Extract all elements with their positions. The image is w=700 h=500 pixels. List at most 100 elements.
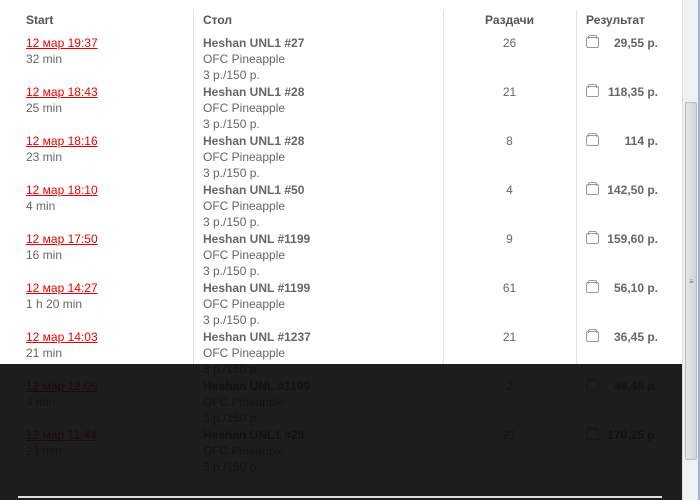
result-amount: 170,25 р. (607, 428, 658, 442)
table-name: Heshan UNL1 #27 (203, 36, 305, 50)
hands-count: 26 (502, 36, 517, 50)
table-name: Heshan UNL1 #28 (203, 428, 305, 442)
game-type: OFC Pineapple (203, 248, 286, 262)
stakes: 3 р./150 р. (203, 313, 260, 327)
session-duration: 23 min (26, 150, 63, 164)
wallet-icon (586, 35, 599, 48)
game-type: OFC Pineapple (203, 444, 286, 458)
session-duration: 25 min (26, 101, 63, 115)
stakes: 3 р./150 р. (203, 215, 260, 229)
table-info: Heshan UNL #1199 OFC Pineapple 3 р./150 … (203, 231, 310, 279)
col-divider (576, 10, 577, 472)
table-row: 12 мар 19:37 32 min Heshan UNL1 #27 OFC … (0, 35, 680, 84)
header-result[interactable]: Результат (586, 13, 645, 27)
table-info: Heshan UNL #1199 OFC Pineapple 3 р./150 … (203, 378, 310, 426)
session-duration: 4 min (26, 199, 56, 213)
table-row: 12 мар 18:16 23 min Heshan UNL1 #28 OFC … (0, 133, 680, 182)
session-date-link[interactable]: 12 мар 19:37 (26, 36, 98, 50)
wallet-icon (586, 329, 599, 342)
session-duration: 32 min (26, 52, 63, 66)
hands-count: 9 (506, 232, 513, 246)
session-date-link[interactable]: 12 мар 18:43 (26, 85, 98, 99)
table-name: Heshan UNL #1199 (203, 232, 311, 246)
result-amount: 36,45 р. (613, 330, 658, 344)
scrollbar-thumb[interactable]: ≡ (685, 102, 697, 460)
result-amount: 56,10 р. (613, 281, 658, 295)
wallet-icon (586, 231, 599, 244)
table-info: Heshan UNL1 #50 OFC Pineapple 3 р./150 р… (203, 182, 304, 230)
table-info: Heshan UNL #1199 OFC Pineapple 3 р./150 … (203, 280, 310, 328)
game-type: OFC Pineapple (203, 101, 286, 115)
col-divider (443, 10, 444, 472)
table-name: Heshan UNL1 #28 (203, 85, 305, 99)
result-amount: 142,50 р. (607, 183, 658, 197)
hands-count: 21 (502, 330, 517, 344)
game-type: OFC Pineapple (203, 395, 286, 409)
result-amount: 118,35 р. (607, 85, 658, 99)
header-table[interactable]: Стол (203, 13, 233, 27)
table-name: Heshan UNL #1199 (203, 379, 311, 393)
table-row: 12 мар 17:50 16 min Heshan UNL #1199 OFC… (0, 231, 680, 280)
bottom-divider (18, 496, 662, 498)
col-divider (193, 10, 194, 472)
session-duration: 23 min (26, 444, 63, 458)
stakes: 3 р./150 р. (203, 166, 260, 180)
session-date-link[interactable]: 12 мар 18:10 (26, 183, 98, 197)
hands-count: 4 (506, 183, 513, 197)
wallet-icon (586, 133, 599, 146)
result-amount: 114 р. (624, 134, 658, 148)
wallet-icon (586, 182, 599, 195)
wallet-icon (586, 84, 599, 97)
table-info: Heshan UNL1 #28 OFC Pineapple 3 р./150 р… (203, 84, 304, 132)
session-date-link[interactable]: 12 мар 14:03 (26, 330, 98, 344)
vertical-scrollbar[interactable]: ≡ (682, 0, 699, 500)
table-info: Heshan UNL1 #27 OFC Pineapple 3 р./150 р… (203, 35, 304, 83)
table-name: Heshan UNL1 #28 (203, 134, 305, 148)
result-amount: 29,55 р. (613, 36, 658, 50)
session-date-link[interactable]: 12 мар 14:27 (26, 281, 98, 295)
header-start[interactable]: Start (26, 13, 54, 27)
session-duration: 16 min (26, 248, 63, 262)
hands-count: 61 (502, 281, 517, 295)
table-name: Heshan UNL1 #50 (203, 183, 305, 197)
game-type: OFC Pineapple (203, 199, 286, 213)
table-info: Heshan UNL1 #28 OFC Pineapple 3 р./150 р… (203, 427, 304, 475)
header-hands[interactable]: Раздачи (485, 13, 534, 27)
table-row: 12 мар 14:27 1 h 20 min Heshan UNL #1199… (0, 280, 680, 329)
table-row: 12 мар 14:03 21 min Heshan UNL #1237 OFC… (0, 329, 680, 378)
table-name: Heshan UNL #1199 (203, 281, 311, 295)
hands-count: 21 (502, 428, 517, 442)
table-row: 12 мар 18:10 4 min Heshan UNL1 #50 OFC P… (0, 182, 680, 231)
table-name: Heshan UNL #1237 (203, 330, 311, 344)
stakes: 3 р./150 р. (203, 460, 260, 474)
session-date-link[interactable]: 12 мар 18:16 (26, 134, 98, 148)
stakes: 3 р./150 р. (203, 362, 260, 376)
session-date-link[interactable]: 12 мар 12:09 (26, 379, 98, 393)
hands-count: 2 (506, 379, 513, 393)
session-date-link[interactable]: 12 мар 11:44 (26, 428, 97, 442)
result-amount: 48,45 р. (613, 379, 658, 393)
session-duration: 4 min (26, 395, 56, 409)
stakes: 3 р./150 р. (203, 411, 260, 425)
game-type: OFC Pineapple (203, 297, 286, 311)
table-row: 12 мар 12:09 4 min Heshan UNL #1199 OFC … (0, 378, 680, 427)
session-duration: 1 h 20 min (26, 297, 83, 311)
game-type: OFC Pineapple (203, 346, 286, 360)
table-row: 12 мар 18:43 25 min Heshan UNL1 #28 OFC … (0, 84, 680, 133)
session-date-link[interactable]: 12 мар 17:50 (26, 232, 98, 246)
wallet-icon (586, 280, 599, 293)
stakes: 3 р./150 р. (203, 117, 260, 131)
hands-count: 8 (506, 134, 513, 148)
stakes: 3 р./150 р. (203, 68, 260, 82)
grip-icon: ≡ (689, 277, 694, 286)
hands-count: 21 (502, 85, 517, 99)
table-row: 12 мар 11:44 23 min Heshan UNL1 #28 OFC … (0, 427, 680, 476)
table-info: Heshan UNL1 #28 OFC Pineapple 3 р./150 р… (203, 133, 304, 181)
session-duration: 21 min (26, 346, 63, 360)
window-edge (698, 0, 700, 500)
result-amount: 159,60 р. (607, 232, 658, 246)
table-info: Heshan UNL #1237 OFC Pineapple 3 р./150 … (203, 329, 311, 377)
stakes: 3 р./150 р. (203, 264, 260, 278)
game-type: OFC Pineapple (203, 52, 286, 66)
game-type: OFC Pineapple (203, 150, 286, 164)
